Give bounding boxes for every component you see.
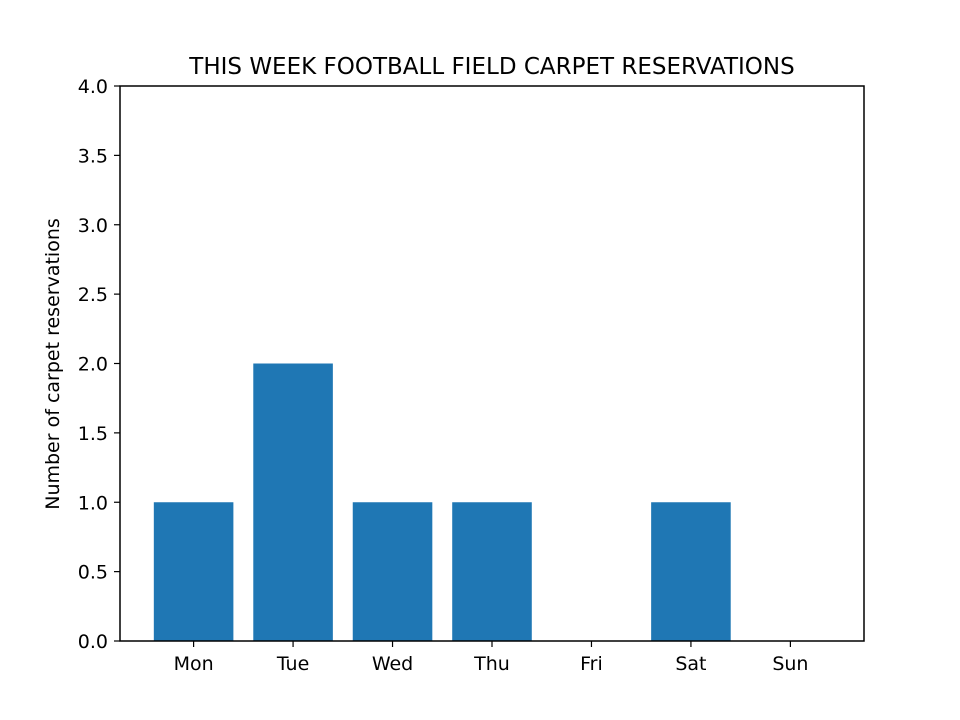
x-tick-label: Mon <box>174 653 214 675</box>
bars-group <box>153 363 731 641</box>
x-tick-label: Wed <box>372 653 413 675</box>
x-tick-label: Sun <box>772 653 808 675</box>
x-axis-ticks: Mon Tue Wed Thu Fri Sat Sun <box>174 641 808 675</box>
y-axis-ticks: 0.0 0.5 1.0 1.5 2.0 2.5 3.0 3.5 4.0 <box>78 76 120 653</box>
y-tick-label: 4.0 <box>78 76 108 98</box>
bar-sat <box>651 502 731 641</box>
y-tick-label: 0.0 <box>78 631 108 653</box>
bar-tue <box>253 363 333 641</box>
y-tick-label: 2.0 <box>78 354 108 376</box>
bar-thu <box>452 502 532 641</box>
x-tick-label: Thu <box>473 653 510 675</box>
y-tick-label: 1.5 <box>78 423 108 445</box>
y-tick-label: 2.5 <box>78 284 108 306</box>
bar-wed <box>352 502 433 641</box>
x-tick-label: Sat <box>675 653 706 675</box>
x-tick-label: Fri <box>580 653 603 675</box>
y-tick-label: 3.0 <box>78 215 108 237</box>
y-axis-label: Number of carpet reservations <box>42 218 64 510</box>
y-tick-label: 1.0 <box>78 492 108 514</box>
plot-frame <box>119 85 865 642</box>
bar-mon <box>153 502 234 641</box>
y-tick-label: 3.5 <box>78 145 108 167</box>
y-tick-label: 0.5 <box>78 562 108 584</box>
chart-title: THIS WEEK FOOTBALL FIELD CARPET RESERVAT… <box>188 54 794 80</box>
x-tick-label: Tue <box>276 653 309 675</box>
